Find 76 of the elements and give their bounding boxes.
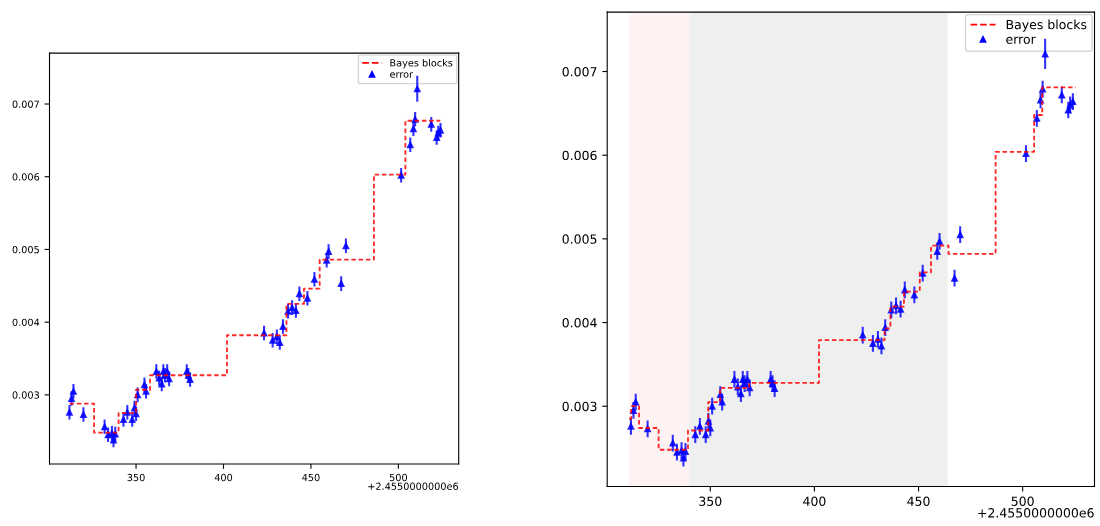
point: [696, 422, 704, 430]
y-tick-label: 0.006: [562, 150, 597, 161]
point: [119, 416, 127, 424]
point: [397, 171, 405, 179]
point: [292, 307, 300, 314]
point: [627, 422, 635, 430]
point: [276, 339, 284, 346]
y-tick-label: 0.004: [562, 318, 597, 328]
y-tick-label: 0.006: [12, 173, 40, 181]
y-tick-label: 0.004: [12, 318, 40, 326]
point: [68, 395, 76, 402]
y-tick-label: 0.005: [562, 234, 597, 244]
point: [679, 454, 687, 462]
point: [288, 304, 296, 312]
legend-label: Bayes blocks: [1006, 19, 1087, 32]
point: [155, 374, 163, 382]
point: [933, 247, 941, 255]
point: [427, 120, 435, 128]
point: [279, 323, 287, 330]
x-tick-label: 400: [803, 496, 826, 506]
point: [951, 274, 959, 282]
point: [1033, 114, 1041, 122]
point: [1041, 50, 1049, 58]
point: [140, 381, 148, 389]
point: [101, 423, 109, 431]
y-tick-label: 0.007: [12, 100, 39, 108]
point: [437, 126, 444, 134]
point: [1058, 91, 1066, 99]
point: [165, 375, 173, 383]
x-tick-label: 350: [699, 496, 722, 506]
point: [730, 375, 738, 383]
point: [337, 280, 345, 288]
point: [632, 398, 640, 406]
x-tick-label: 400: [214, 473, 233, 482]
point: [708, 402, 716, 410]
point: [771, 385, 779, 393]
point: [869, 339, 877, 347]
legend-label: error: [390, 72, 414, 78]
point: [406, 141, 414, 149]
point: [342, 242, 350, 250]
point: [413, 85, 421, 93]
x-tick-label: 500: [1011, 496, 1034, 506]
x-tick-label: 450: [302, 473, 320, 482]
point: [702, 431, 710, 439]
point: [186, 376, 194, 384]
point: [310, 275, 318, 283]
point: [128, 416, 136, 424]
point: [691, 431, 699, 439]
legend-label: error: [1006, 36, 1036, 44]
legend-label: Bayes blocks: [390, 58, 453, 69]
point: [936, 237, 944, 245]
y-tick-label: 0.005: [12, 245, 39, 254]
x-tick-label: 450: [907, 496, 930, 506]
text: +2.4550000000e6: [368, 482, 459, 490]
y-tick-label: 0.003: [562, 401, 597, 412]
point: [737, 390, 745, 398]
point: [910, 291, 918, 299]
x-tick-label: 500: [389, 473, 407, 482]
point: [956, 231, 964, 239]
text: +2.4550000000e6: [978, 508, 1094, 518]
y-tick-label: 0.003: [12, 391, 39, 399]
point: [303, 294, 311, 302]
point: [69, 387, 77, 395]
x-tick-label: 350: [127, 473, 145, 482]
point: [718, 398, 726, 406]
point: [158, 380, 166, 388]
point: [859, 331, 867, 339]
point: [295, 290, 303, 298]
point: [65, 408, 73, 416]
y-tick-label: 0.007: [562, 66, 597, 77]
point: [79, 411, 87, 418]
point: [669, 439, 677, 447]
point: [629, 406, 637, 414]
point: [269, 336, 277, 344]
point: [325, 248, 333, 256]
point: [409, 125, 417, 133]
